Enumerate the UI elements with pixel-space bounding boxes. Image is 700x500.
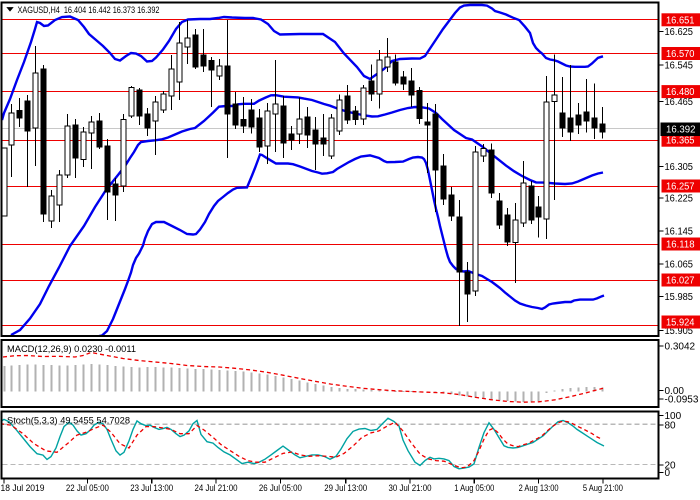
svg-text:Stoch(5,3,3) 49.5455 54.7028: Stoch(5,3,3) 49.5455 54.7028 [7,416,130,426]
svg-text:16.625: 16.625 [665,27,694,38]
svg-text:16.651: 16.651 [666,15,695,26]
svg-text:0.00: 0.00 [665,386,685,397]
svg-text:16.118: 16.118 [666,240,695,251]
svg-text:29 Jul 13:00: 29 Jul 13:00 [324,483,367,493]
svg-text:100: 100 [665,411,682,422]
svg-text:XAGUSD,H4 16.404 16.442 16.37: XAGUSD,H4 16.404 16.442 16.373 16.392 [18,5,160,15]
svg-text:26 Jul 05:00: 26 Jul 05:00 [259,483,302,493]
svg-text:5 Aug 21:00: 5 Aug 21:00 [583,483,623,493]
svg-text:30 Jul 21:00: 30 Jul 21:00 [389,483,432,493]
svg-text:23 Jul 13:00: 23 Jul 13:00 [130,483,173,493]
svg-text:24 Jul 21:00: 24 Jul 21:00 [195,483,238,493]
svg-text:0.3042: 0.3042 [665,342,696,353]
svg-text:15.924: 15.924 [666,318,695,329]
svg-text:16.257: 16.257 [666,182,695,193]
svg-text:22 Jul 05:00: 22 Jul 05:00 [66,483,109,493]
svg-text:16.225: 16.225 [665,194,694,205]
svg-text:16.465: 16.465 [665,97,694,108]
svg-text:2 Aug 13:00: 2 Aug 13:00 [519,483,559,493]
svg-text:16.570: 16.570 [666,49,695,60]
svg-text:15.905: 15.905 [665,326,694,337]
svg-text:16.145: 16.145 [665,227,694,238]
svg-text:16.027: 16.027 [666,276,695,287]
svg-text:16.065: 16.065 [665,260,694,271]
svg-text:20: 20 [665,460,677,471]
svg-text:18 Jul 2019: 18 Jul 2019 [1,483,45,493]
svg-text:16.365: 16.365 [666,136,695,147]
svg-text:16.392: 16.392 [666,125,696,136]
svg-text:80: 80 [665,421,677,432]
svg-text:0: 0 [665,468,671,479]
svg-text:15.985: 15.985 [665,292,694,303]
svg-text:16.545: 16.545 [665,61,694,72]
svg-text:16.480: 16.480 [666,87,695,98]
svg-text:-0.0953: -0.0953 [665,395,699,406]
svg-text:1 Aug 05:00: 1 Aug 05:00 [454,483,494,493]
svg-text:MACD(12,26,9) 0.0230 -0.0011: MACD(12,26,9) 0.0230 -0.0011 [7,344,136,354]
svg-text:16.305: 16.305 [665,162,694,173]
